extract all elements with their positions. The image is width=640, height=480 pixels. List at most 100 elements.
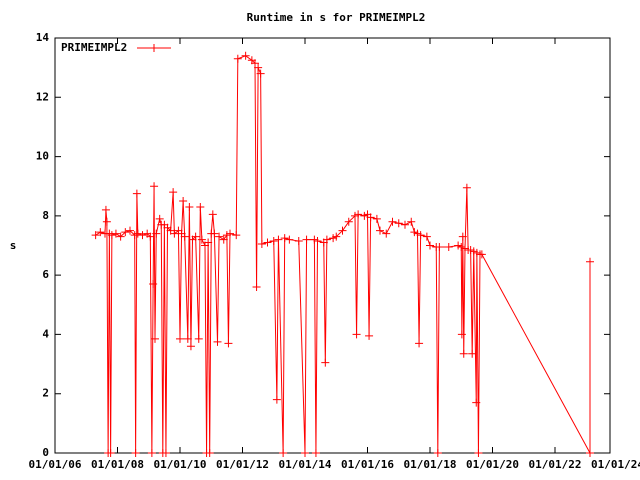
point bbox=[472, 398, 481, 407]
point bbox=[213, 337, 222, 346]
point bbox=[338, 226, 347, 235]
point bbox=[126, 226, 134, 235]
legend-marker bbox=[150, 44, 158, 52]
point bbox=[257, 240, 266, 249]
point bbox=[422, 232, 431, 241]
point bbox=[256, 69, 265, 78]
point bbox=[102, 217, 111, 226]
point bbox=[252, 283, 261, 291]
y-tick-label: 2 bbox=[42, 387, 49, 400]
point bbox=[468, 349, 477, 358]
point bbox=[301, 449, 309, 457]
point bbox=[107, 231, 116, 240]
point bbox=[219, 235, 228, 244]
point bbox=[186, 342, 195, 351]
point bbox=[254, 63, 263, 72]
point bbox=[233, 54, 242, 63]
x-tick-label: 01/01/24 bbox=[591, 458, 640, 471]
point bbox=[161, 449, 170, 457]
point bbox=[263, 238, 272, 247]
y-tick-label: 14 bbox=[36, 31, 50, 44]
point bbox=[170, 229, 179, 238]
chart-title: Runtime in s for PRIMEIMPL2 bbox=[247, 11, 426, 24]
x-tick-label: 01/01/14 bbox=[279, 458, 332, 471]
point bbox=[352, 330, 361, 339]
point bbox=[133, 229, 142, 238]
point bbox=[457, 330, 466, 339]
point bbox=[215, 232, 224, 241]
point bbox=[302, 235, 311, 244]
point bbox=[149, 280, 158, 289]
point bbox=[138, 231, 147, 240]
point bbox=[457, 242, 466, 251]
x-tick-label: 01/01/08 bbox=[91, 458, 144, 471]
point bbox=[322, 235, 331, 244]
point bbox=[150, 182, 159, 191]
point bbox=[416, 231, 425, 240]
point bbox=[279, 449, 288, 457]
point bbox=[382, 229, 391, 238]
point bbox=[332, 232, 341, 241]
point bbox=[426, 241, 434, 250]
plot-border bbox=[54, 37, 611, 454]
point bbox=[474, 449, 483, 457]
point bbox=[272, 395, 281, 404]
point bbox=[121, 228, 130, 237]
y-tick-label: 10 bbox=[36, 150, 49, 163]
point bbox=[191, 232, 200, 241]
point bbox=[176, 334, 184, 343]
point bbox=[586, 449, 594, 457]
point bbox=[458, 232, 467, 241]
point bbox=[179, 197, 188, 206]
point bbox=[208, 210, 217, 219]
point bbox=[152, 229, 161, 238]
point bbox=[116, 232, 125, 241]
point bbox=[197, 235, 206, 244]
point bbox=[194, 334, 203, 343]
x-tick-label: 01/01/22 bbox=[529, 458, 582, 471]
point bbox=[376, 226, 384, 235]
point bbox=[459, 349, 468, 358]
point bbox=[394, 219, 403, 228]
point bbox=[444, 242, 453, 251]
point bbox=[344, 217, 353, 226]
point bbox=[274, 235, 283, 244]
point bbox=[185, 202, 194, 211]
point bbox=[251, 59, 259, 68]
point bbox=[311, 449, 320, 457]
point bbox=[285, 235, 294, 244]
x-tick-label: 01/01/20 bbox=[466, 458, 519, 471]
point bbox=[407, 217, 416, 226]
point bbox=[433, 449, 442, 457]
point bbox=[388, 217, 397, 226]
point bbox=[106, 449, 115, 457]
point bbox=[365, 331, 374, 340]
point bbox=[435, 242, 444, 251]
point bbox=[226, 229, 234, 238]
point bbox=[205, 449, 214, 457]
point bbox=[241, 51, 250, 60]
x-tick-label: 01/01/18 bbox=[404, 458, 457, 471]
point bbox=[232, 231, 241, 240]
point bbox=[366, 213, 375, 222]
legend-label: PRIMEIMPL2 bbox=[61, 41, 127, 54]
point bbox=[131, 449, 140, 457]
point bbox=[415, 339, 424, 348]
y-tick-label: 8 bbox=[42, 209, 49, 222]
y-tick-label: 6 bbox=[42, 268, 49, 281]
point bbox=[477, 250, 486, 259]
point bbox=[147, 449, 156, 457]
point bbox=[210, 229, 219, 238]
point bbox=[169, 188, 178, 197]
point bbox=[313, 237, 322, 246]
point bbox=[354, 210, 363, 219]
point bbox=[146, 232, 155, 241]
point bbox=[372, 214, 381, 223]
y-tick-label: 0 bbox=[42, 446, 49, 459]
y-axis-label: s bbox=[10, 239, 17, 252]
series-line bbox=[95, 55, 591, 454]
point bbox=[196, 202, 205, 211]
x-tick-label: 01/01/06 bbox=[29, 458, 82, 471]
